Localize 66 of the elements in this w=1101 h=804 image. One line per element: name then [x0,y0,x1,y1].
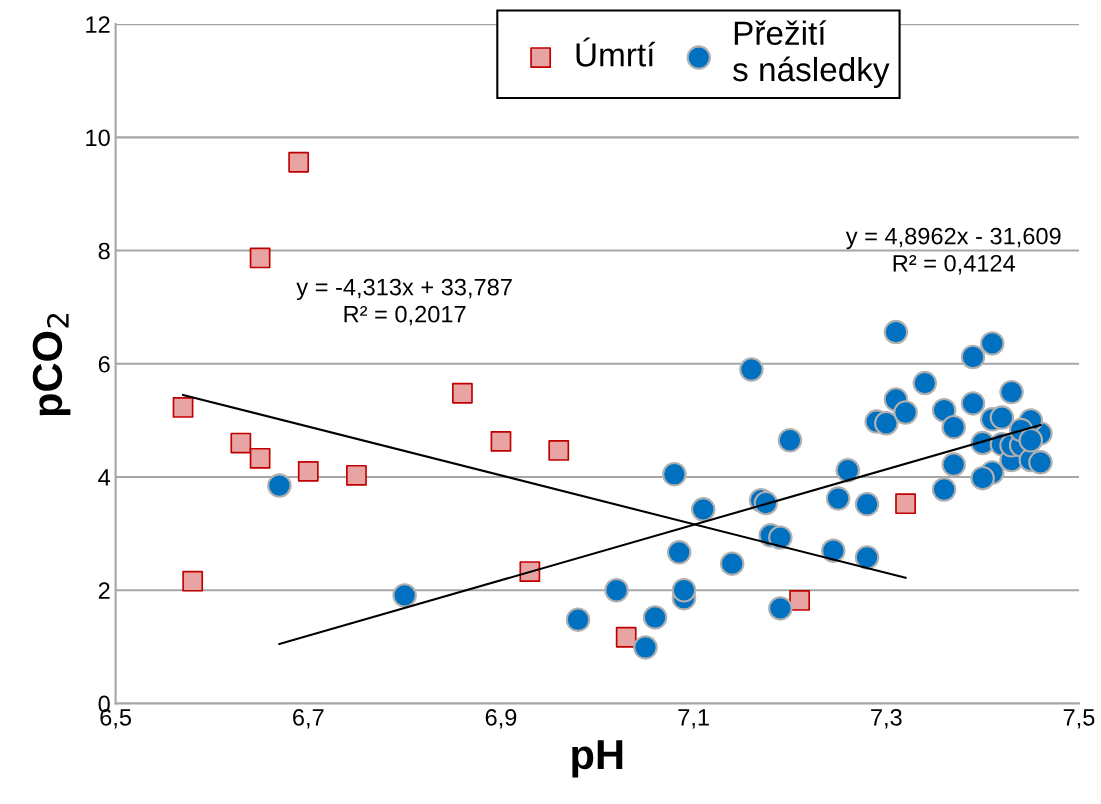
point [980,331,1005,356]
point [931,477,957,502]
point [249,247,271,269]
point [288,151,310,173]
x-tick-label: 7,1 [678,709,709,729]
legend-label: Přežití s následky [733,20,890,88]
point [941,414,966,440]
point [989,405,1015,430]
point [182,570,204,592]
point [835,458,861,483]
point [739,357,764,382]
point [565,607,591,632]
point [854,491,880,517]
point [854,545,880,570]
point [691,497,716,522]
point [893,400,918,425]
point [172,396,194,418]
point [615,626,637,648]
x-tick-label: 6,7 [293,708,324,729]
point [642,605,668,630]
x-tick-label: 7,3 [871,708,902,729]
point [671,578,697,603]
x-axis-title: pH [572,740,623,778]
point [719,551,745,576]
point [912,370,938,396]
point [662,461,687,487]
point [666,540,692,565]
y-tick-label: 4 [98,469,111,486]
x-tick-label: 6,9 [485,708,517,729]
point [297,460,319,482]
y-tick-label: 12 [86,16,110,33]
point [346,464,367,486]
point [960,391,986,416]
point [392,583,417,608]
x-tick-label: 7,5 [1063,709,1095,729]
annotation: y = -4,313x + 33,787 R² = 0,2017 [296,278,512,326]
point [230,432,252,454]
point [941,452,966,477]
point [768,596,793,621]
point [789,590,811,611]
legend-label: Úmrtí [576,37,656,67]
point [1018,428,1044,453]
point [874,411,899,436]
point [604,578,629,603]
point [895,493,916,515]
point [825,486,851,511]
y-tick-label: 10 [86,129,110,147]
point [999,379,1024,405]
point [777,428,803,453]
point [821,538,846,563]
point [548,440,570,461]
point [267,473,292,498]
y-tick-label: 6 [98,355,110,373]
point [960,344,986,370]
point [249,447,271,469]
y-tick-label: 2 [98,582,110,599]
point [490,430,512,452]
annotation: y = 4,8962x - 31,609 R² = 0,4124 [845,227,1061,275]
y-tick-label: 8 [98,242,110,260]
point [883,319,909,345]
point [768,525,793,550]
point [1028,450,1053,475]
y-axis-title: pCO$_{2}$ [32,313,71,416]
point [970,465,995,491]
point [633,635,658,660]
point [452,382,473,404]
